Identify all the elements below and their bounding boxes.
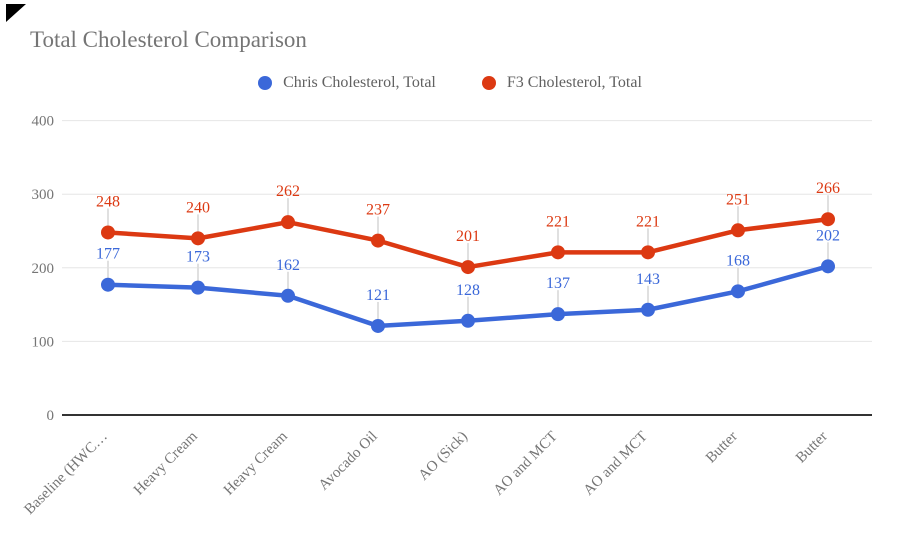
x-axis-category-label: Butter xyxy=(703,429,741,467)
legend-label: F3 Cholesterol, Total xyxy=(506,74,642,91)
x-axis-category-label: AO (Sick) xyxy=(416,429,471,484)
y-axis-tick-label: 100 xyxy=(32,334,55,350)
data-point-label: 237 xyxy=(366,202,390,219)
data-point[interactable] xyxy=(371,318,385,333)
data-point[interactable] xyxy=(461,313,475,328)
x-axis-category-label: Baseline (HWC… xyxy=(21,429,110,518)
chart-title: Total Cholesterol Comparison xyxy=(30,27,307,52)
data-point-label: 128 xyxy=(456,282,480,299)
x-axis-category-label: AO and MCT xyxy=(491,429,561,499)
data-point[interactable] xyxy=(281,215,295,230)
legend-label: Chris Cholesterol, Total xyxy=(283,74,436,91)
data-point-label: 262 xyxy=(276,183,300,200)
data-point[interactable] xyxy=(551,307,565,322)
data-point[interactable] xyxy=(461,260,475,275)
legend-item-f3[interactable]: F3 Cholesterol, Total xyxy=(481,74,642,92)
data-point-label: 137 xyxy=(546,275,570,292)
data-point[interactable] xyxy=(641,302,655,317)
data-point-label: 221 xyxy=(546,213,570,230)
data-point-label: 143 xyxy=(636,271,660,288)
data-point[interactable] xyxy=(641,245,655,260)
x-axis-category-label: Heavy Cream xyxy=(221,428,291,498)
data-point-label: 177 xyxy=(96,246,120,263)
legend-item-chris[interactable]: Chris Cholesterol, Total xyxy=(258,74,436,92)
data-point[interactable] xyxy=(371,233,385,248)
y-axis-tick-label: 300 xyxy=(32,187,55,203)
legend-dot-icon xyxy=(258,76,273,90)
y-axis-tick-label: 0 xyxy=(47,408,55,424)
data-point-label: 221 xyxy=(636,213,660,230)
x-axis-category-label: AO and MCT xyxy=(581,429,651,499)
x-axis-category-label: Butter xyxy=(793,429,831,467)
legend: Chris Cholesterol, Total F3 Cholesterol,… xyxy=(0,74,900,92)
data-point[interactable] xyxy=(731,223,745,238)
data-point[interactable] xyxy=(191,231,205,246)
data-point-label: 266 xyxy=(816,180,840,197)
data-point[interactable] xyxy=(191,280,205,295)
data-point-label: 248 xyxy=(96,193,120,210)
data-point-label: 251 xyxy=(726,191,750,208)
data-point-label: 121 xyxy=(366,287,390,304)
y-axis-tick-label: 400 xyxy=(32,114,55,130)
data-point[interactable] xyxy=(821,259,835,274)
y-axis-tick-label: 200 xyxy=(32,261,55,277)
data-point[interactable] xyxy=(101,277,115,292)
data-point-label: 168 xyxy=(726,252,750,269)
legend-dot-icon xyxy=(481,76,496,90)
data-point-label: 173 xyxy=(186,249,210,266)
data-point-label: 240 xyxy=(186,199,210,216)
data-point[interactable] xyxy=(281,288,295,303)
x-axis-category-label: Heavy Cream xyxy=(131,428,201,498)
data-point[interactable] xyxy=(551,245,565,260)
data-point[interactable] xyxy=(101,225,115,240)
data-point[interactable] xyxy=(731,284,745,299)
x-axis-category-label: Avocado Oil xyxy=(316,429,381,494)
data-point-label: 162 xyxy=(276,257,300,274)
data-point[interactable] xyxy=(821,212,835,227)
data-point-label: 202 xyxy=(816,227,840,244)
data-point-label: 201 xyxy=(456,228,480,245)
